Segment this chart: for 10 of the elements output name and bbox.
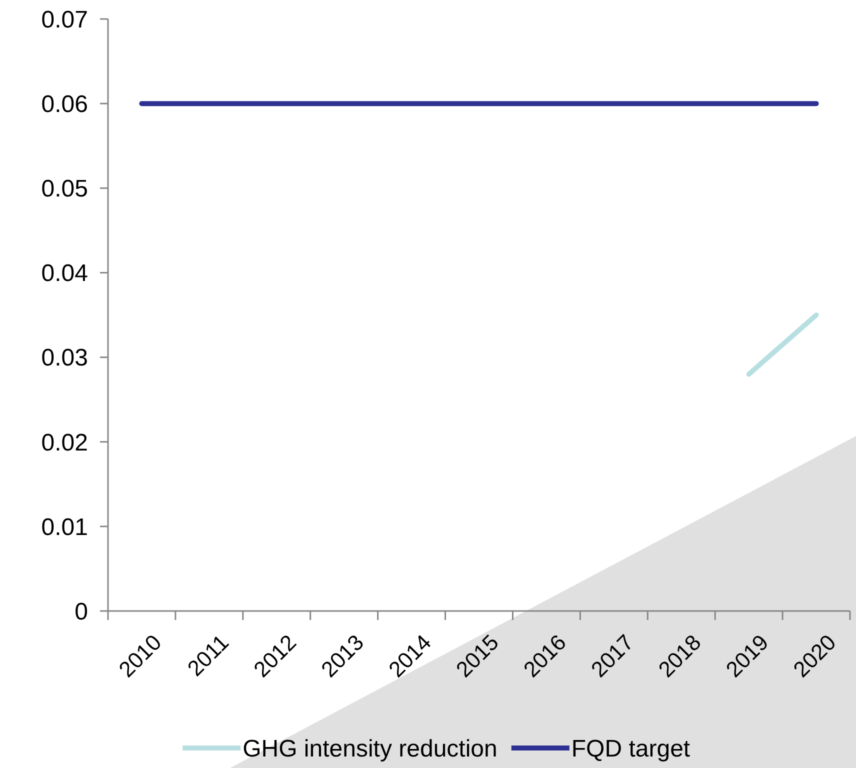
legend-label: GHG intensity reduction	[242, 735, 498, 762]
y-tick-label: 0.02	[41, 429, 88, 456]
y-tick-label: 0.07	[41, 6, 88, 34]
y-tick-label: 0.04	[41, 260, 88, 288]
y-tick-label: 0.01	[41, 514, 88, 541]
y-tick-label: 0	[74, 598, 88, 626]
y-tick-label: 0.03	[41, 344, 88, 372]
y-tick-label: 0.05	[41, 176, 88, 203]
y-tick-label: 0.06	[41, 90, 88, 118]
legend-label: FQD target	[571, 735, 690, 762]
